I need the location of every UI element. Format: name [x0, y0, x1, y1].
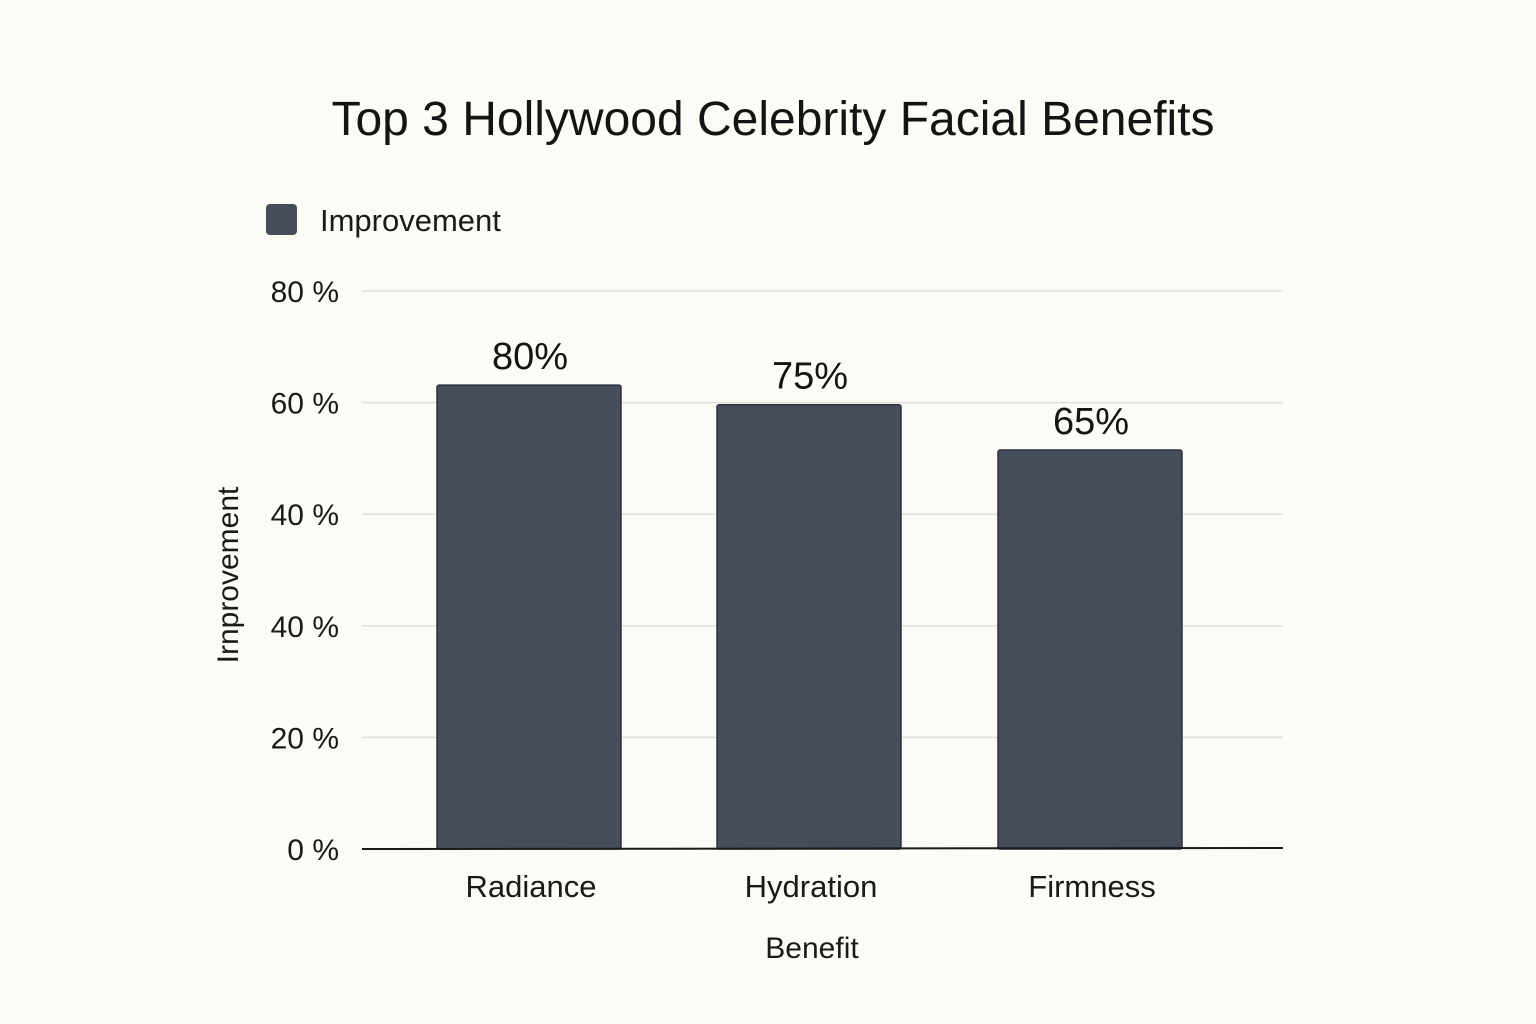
y-tick-label: 40 %	[271, 499, 339, 532]
y-tick-label: 60 %	[271, 388, 339, 421]
x-axis-baseline	[361, 847, 1284, 850]
y-tick-label: 40 %	[271, 611, 339, 644]
x-axis-label: Benefit	[765, 932, 859, 965]
x-tick-label-hydration: Hydration	[745, 869, 878, 904]
y-axis-ticks: 0 % 20 % 40 % 40 % 60 % 80 %	[271, 276, 339, 867]
legend-swatch	[266, 204, 297, 235]
value-labels: 80% 75% 65%	[492, 336, 1129, 443]
value-label-firmness: 65%	[1053, 401, 1129, 443]
y-axis-label: Irnprovement	[212, 486, 245, 663]
y-tick-label: 20 %	[271, 722, 339, 755]
value-label-hydration: 75%	[772, 356, 848, 398]
legend-label: Improvement	[320, 203, 501, 238]
y-tick-label: 0 %	[287, 834, 339, 867]
bar-hydration	[716, 403, 902, 850]
x-tick-label-firmness: Firmness	[1028, 869, 1155, 904]
bar-radiance	[436, 384, 622, 850]
chart-title: Top 3 Hollywood Celebrity Facial Benefit…	[331, 93, 1214, 146]
legend: Improvement	[266, 203, 501, 238]
bars	[436, 384, 1183, 850]
bar-firmness	[997, 449, 1183, 850]
x-tick-label-radiance: Radiance	[466, 869, 597, 904]
value-label-radiance: 80%	[492, 336, 568, 378]
y-tick-label: 80 %	[271, 276, 339, 309]
x-axis-ticks: Radiance Hydration Firmness	[466, 869, 1156, 904]
